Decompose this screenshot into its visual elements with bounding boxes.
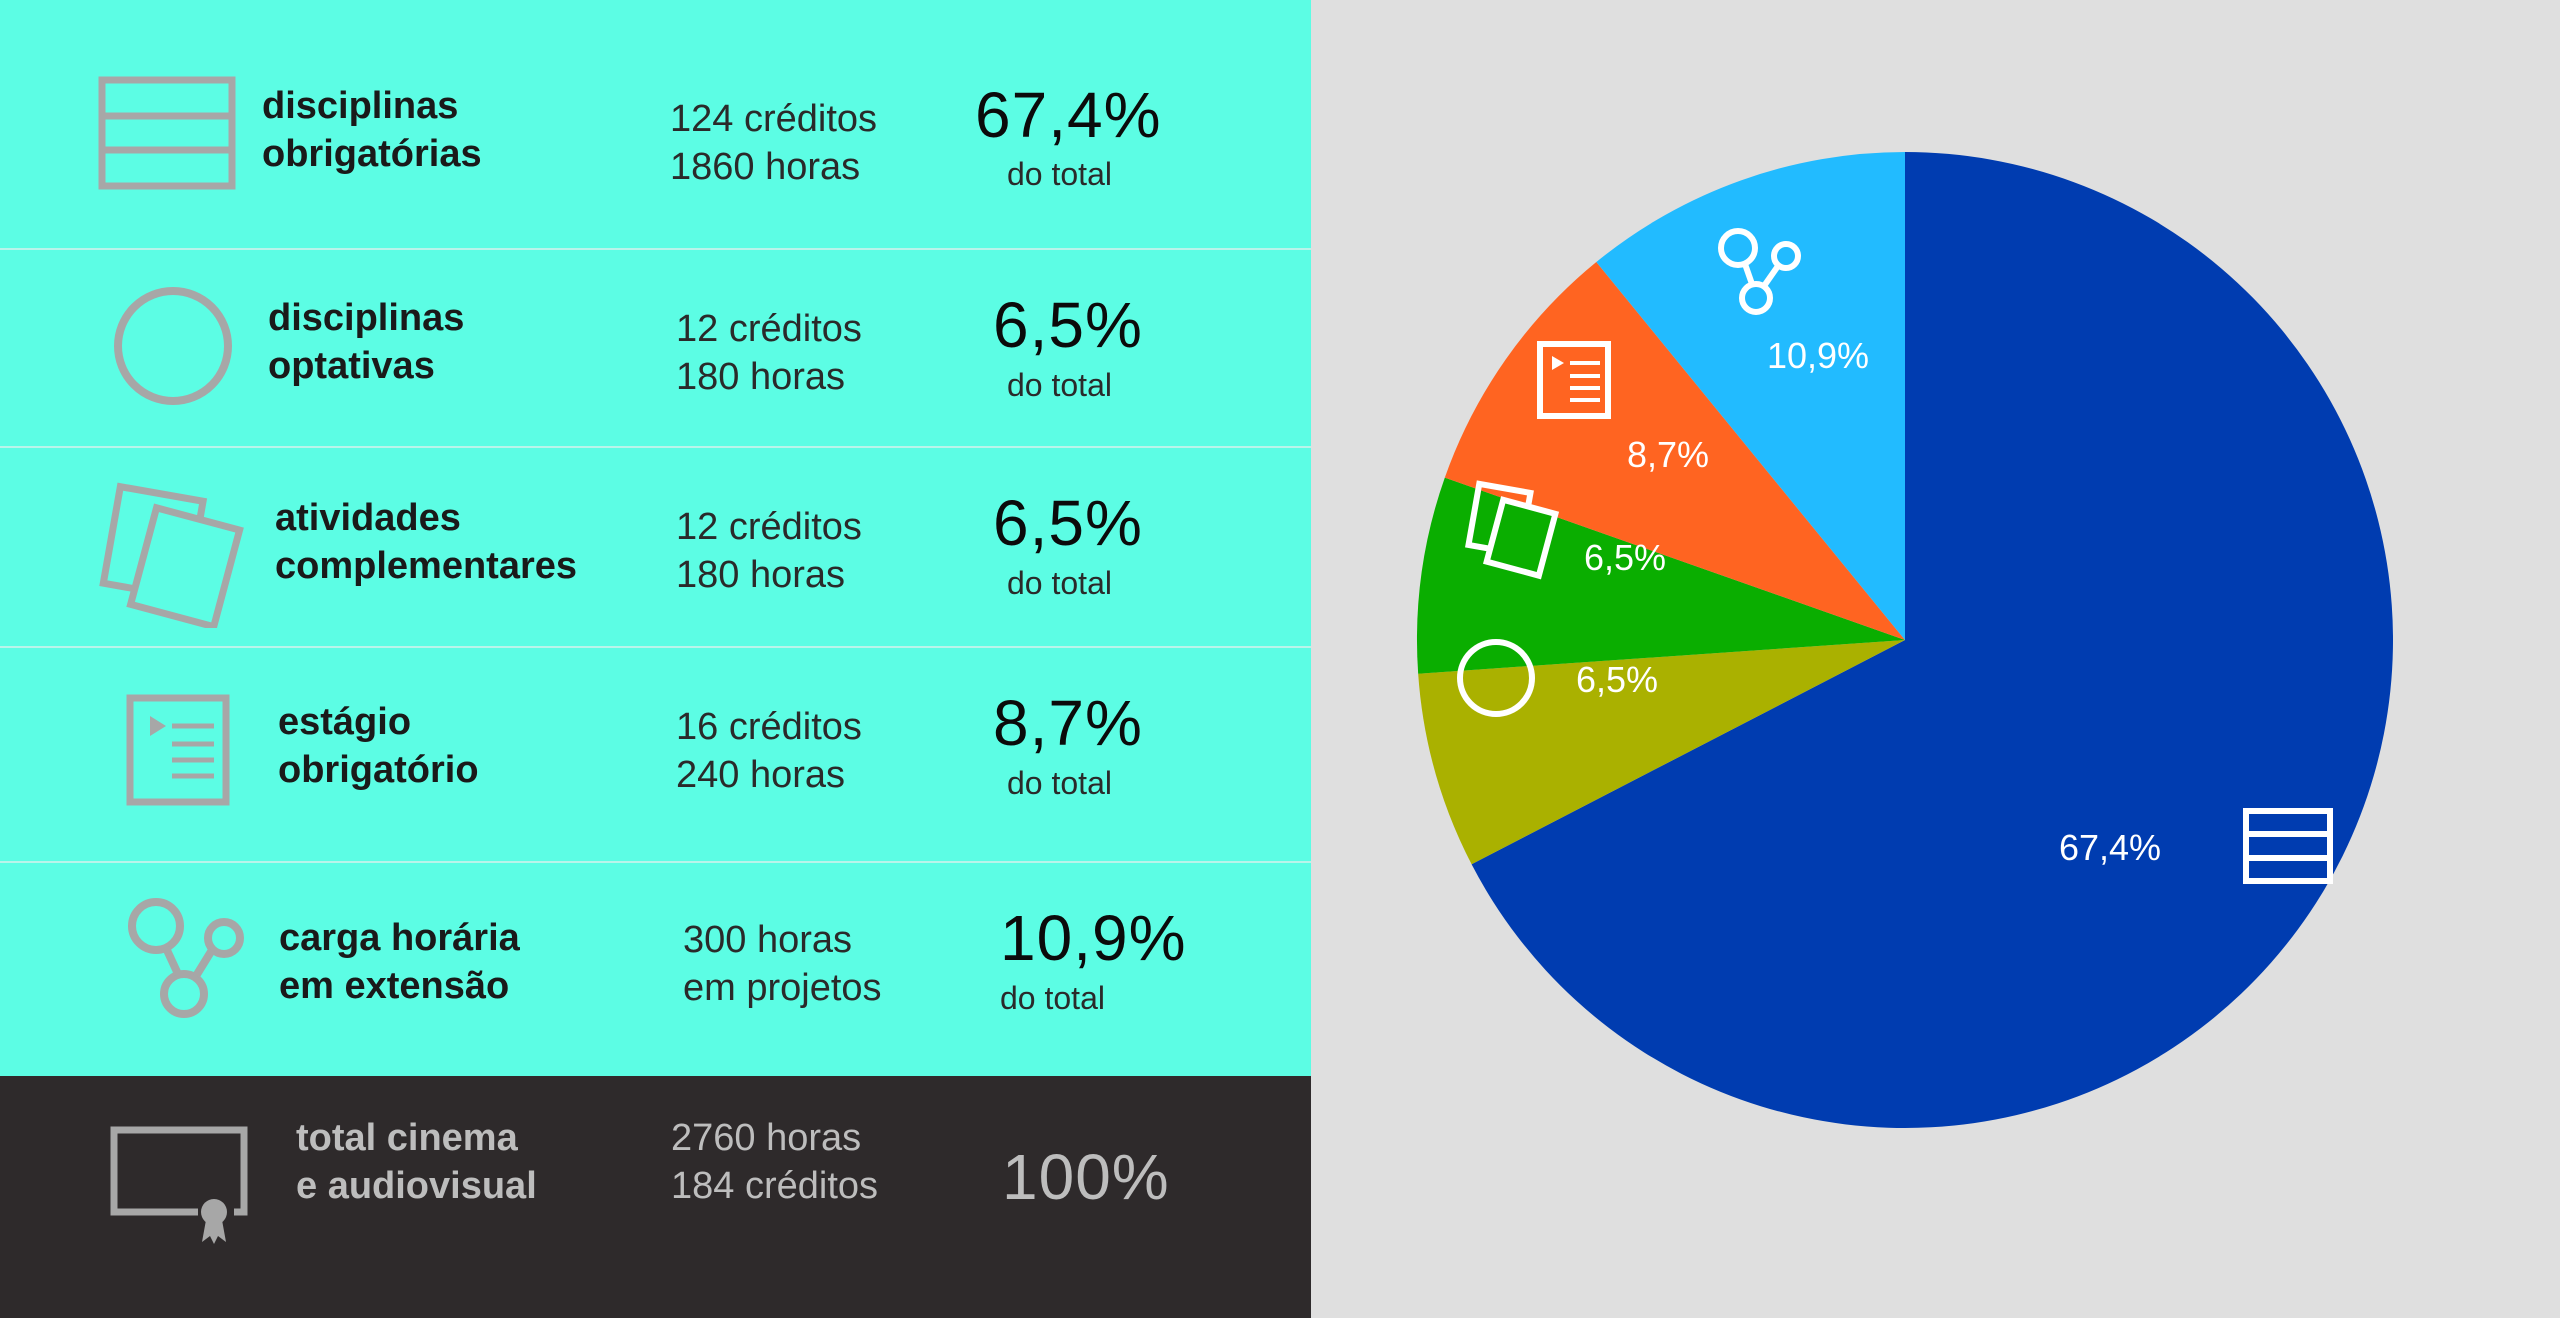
- total-label: total cinema e audiovisual: [296, 1117, 537, 1207]
- divider: [0, 248, 1311, 250]
- row-percentage: 67,4%: [975, 79, 1162, 151]
- row-of-total: do total: [1007, 565, 1112, 601]
- divider: [0, 446, 1311, 448]
- slice-grid-list-icon: [2243, 808, 2333, 884]
- slice-label: 10,9%: [1767, 335, 1869, 376]
- pie-slice: [1596, 152, 1905, 640]
- total-stats: 2760 horas 184 créditos: [671, 1117, 879, 1207]
- row-percentage: 6,5%: [993, 289, 1143, 361]
- row-label: atividades complementares: [275, 497, 578, 587]
- documents-icon: [99, 482, 244, 628]
- row-stats: 12 créditos 180 horas: [676, 506, 862, 596]
- circle-icon: [114, 287, 232, 405]
- certificate-icon: [110, 1126, 248, 1244]
- divider: [0, 861, 1311, 863]
- divider: [0, 646, 1311, 648]
- pie-chart: 67,4% 6,5% 6,5% 8,7% 10,9%: [1417, 152, 2393, 1128]
- row-percentage: 8,7%: [993, 687, 1143, 759]
- slice-label: 8,7%: [1627, 434, 1709, 475]
- grid-list-icon: [98, 76, 236, 190]
- slice-circle-icon: [1457, 639, 1535, 717]
- pie-slice: [1418, 640, 1905, 865]
- network-nodes-icon: [128, 898, 244, 1018]
- slice-label: 6,5%: [1576, 659, 1658, 700]
- slice-label: 67,4%: [2059, 827, 2161, 868]
- row-of-total: do total: [1007, 156, 1112, 192]
- row-percentage: 6,5%: [993, 487, 1143, 559]
- slice-label: 6,5%: [1584, 537, 1666, 578]
- slice-document-list-icon: [1537, 341, 1611, 419]
- total-row: total cinema e audiovisual 2760 horas 184 …: [0, 1076, 1311, 1318]
- document-list-icon: [126, 694, 230, 806]
- pie-slice: [1471, 152, 2393, 1128]
- row-label: carga horária em extensão: [279, 917, 520, 1007]
- row-stats: 16 créditos 240 horas: [676, 706, 862, 796]
- row-label: disciplinas obrigatórias: [262, 85, 482, 175]
- row-of-total: do total: [1000, 980, 1105, 1016]
- row-label: estágio obrigatório: [278, 701, 479, 791]
- row-percentage: 10,9%: [1000, 902, 1187, 974]
- slice-documents-icon: [1465, 480, 1560, 580]
- row-stats: 300 horas em projetos: [683, 919, 882, 1009]
- slice-network-nodes-icon: [1718, 228, 1801, 315]
- pie-slice: [1444, 262, 1905, 640]
- row-label: disciplinas optativas: [268, 297, 465, 387]
- row-of-total: do total: [1007, 367, 1112, 403]
- row-stats: 12 créditos 180 horas: [676, 308, 862, 398]
- row-of-total: do total: [1007, 765, 1112, 801]
- total-percentage: 100%: [1002, 1141, 1170, 1213]
- row-stats: 124 créditos 1860 horas: [670, 98, 878, 188]
